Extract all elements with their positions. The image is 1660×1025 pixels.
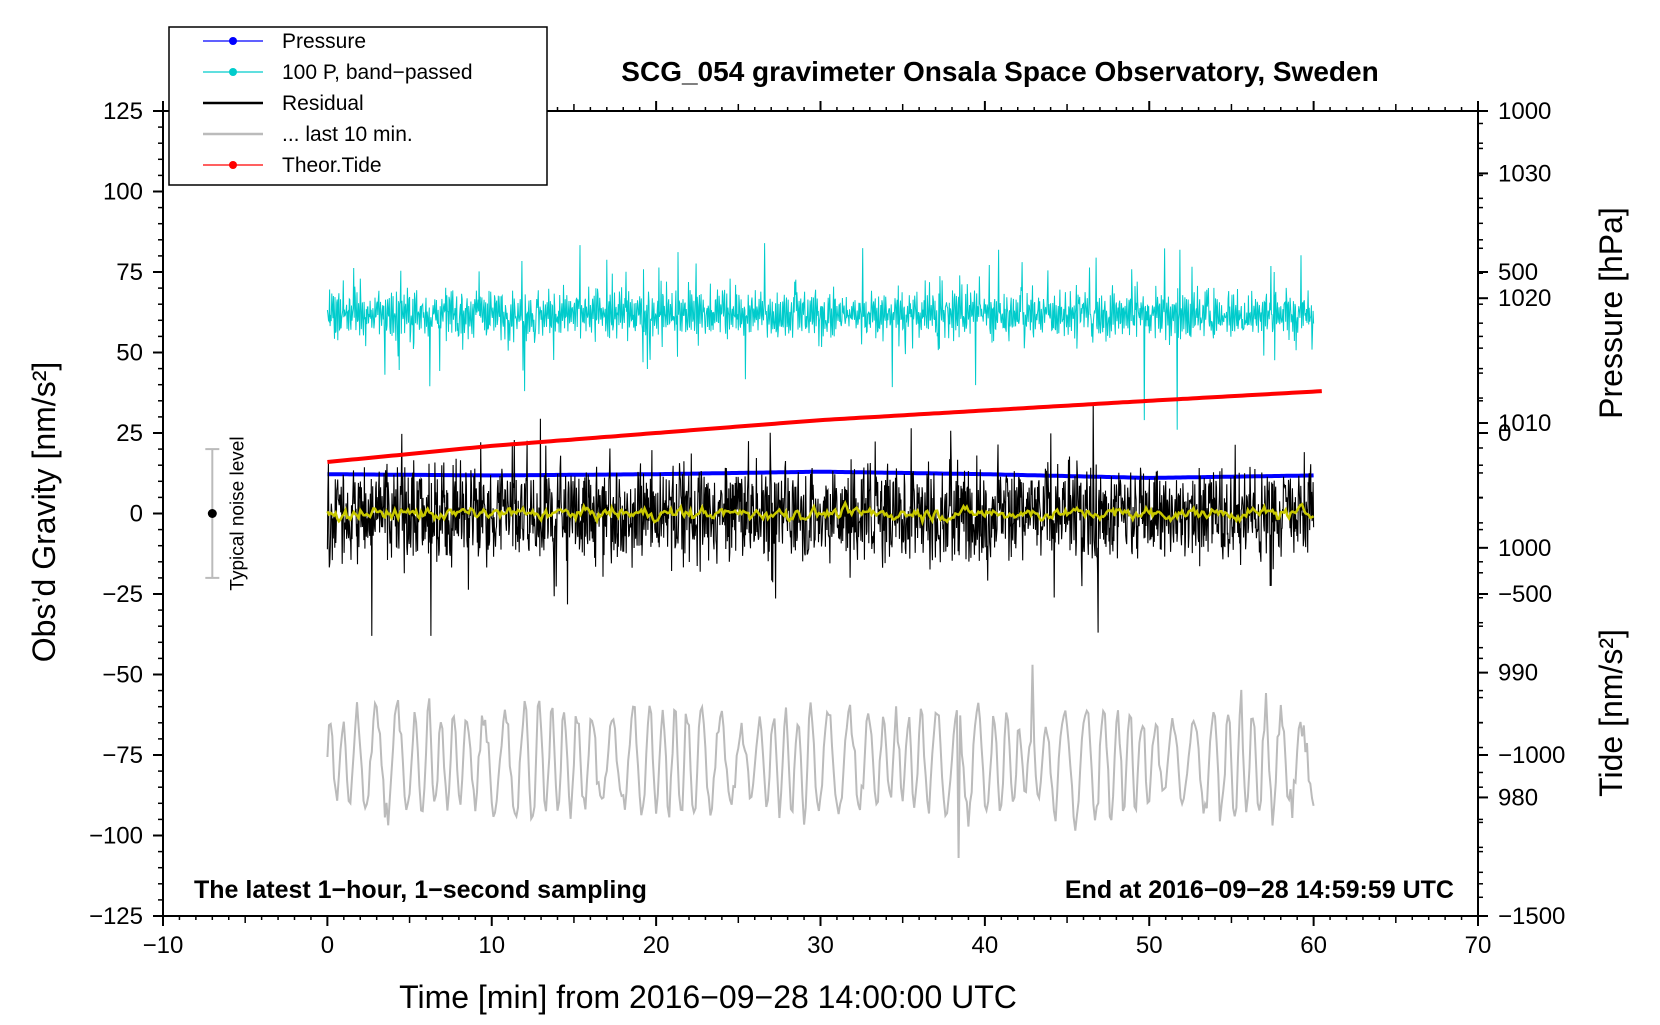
x-tick-label: 60 [1300,932,1327,959]
legend-swatch-marker [229,161,237,169]
pressure-tick-label: 990 [1498,660,1538,687]
annotation-sampling: The latest 1−hour, 1−second sampling [194,876,647,904]
y-tick-label: −100 [89,823,143,850]
legend-label: 100 P, band−passed [282,61,473,84]
tide-axis-title: Tide [nm/s²] [1593,629,1629,797]
y-tick-label: 100 [103,179,143,206]
annotation-end-time: End at 2016−09−28 14:59:59 UTC [1065,876,1454,904]
y-tick-label: 75 [116,259,143,286]
x-tick-label: 40 [972,932,999,959]
pressure-tick-label: 1020 [1498,285,1551,312]
x-tick-label: 50 [1136,932,1163,959]
y-tick-label: −50 [102,662,143,689]
y-tick-label: −25 [102,581,143,608]
chart-title: SCG_054 gravimeter Onsala Space Observat… [621,56,1378,87]
legend-label: Pressure [282,30,366,53]
series-residual-smoothed [326,499,1315,527]
series-theoretical-tide [327,389,1322,464]
x-tick-label: 10 [478,932,505,959]
pressure-tick-label: 1000 [1498,535,1551,562]
legend-label: Theor.Tide [282,154,382,177]
pressure-tick-label: 980 [1498,784,1538,811]
series-band-passed-pressure [326,243,1315,430]
legend-label: ... last 10 min. [282,123,413,146]
legend: Pressure 100 P, band−passed Residual ... la… [168,26,548,186]
x-tick-label: −10 [143,932,184,959]
noise-level-indicator: Typical noise level [205,436,248,591]
pressure-tick-label: 1010 [1498,410,1551,437]
x-tick-label: 0 [321,932,334,959]
pressure-tick-label: 1030 [1498,160,1551,187]
x-axis-title: Time [min] from 2016−09−28 14:00:00 UTC [399,979,1017,1015]
noise-bar-label: Typical noise level [227,436,248,590]
pressure-axis-title: Pressure [hPa] [1593,207,1629,419]
series-pressure [327,469,1314,480]
tide-tick-label: −500 [1498,581,1552,608]
legend-label: Residual [282,92,364,115]
y-tick-label: 25 [116,420,143,447]
tide-tick-label: 1000 [1498,98,1551,125]
x-tick-label: 20 [643,932,670,959]
tide-tick-label: −1500 [1498,903,1565,930]
x-tick-label: 30 [807,932,834,959]
x-tick-label: 70 [1465,932,1492,959]
noise-bar-center-dot [207,509,217,518]
legend-box [168,26,548,186]
y-tick-label: −125 [89,903,143,930]
tide-tick-label: 0 [1498,420,1511,447]
series-last-10-min [326,664,1315,859]
legend-swatch-marker [229,37,237,45]
tide-tick-label: 500 [1498,259,1538,286]
y-tick-label: 0 [130,501,143,528]
y-tick-label: 125 [103,98,143,125]
tide-tick-label: −1000 [1498,742,1565,769]
y-tick-label: −75 [102,742,143,769]
legend-swatch-marker [229,68,237,76]
series-residual [326,403,1315,636]
y-axis-title: Obs’d Gravity [nm/s²] [26,362,62,663]
y-tick-label: 50 [116,340,143,367]
series-layer [326,243,1322,859]
ticks-layer: −10 0 10 20 30 40 50 60 701251007550250−25−50−75… [89,98,1565,959]
